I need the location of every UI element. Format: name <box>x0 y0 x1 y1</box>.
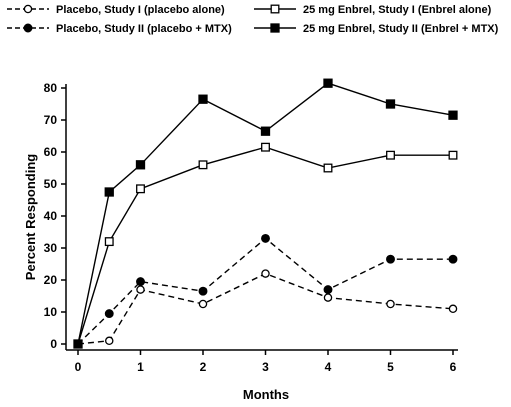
legend-marker <box>270 23 280 33</box>
legend-marker <box>270 4 280 14</box>
data-point <box>104 309 114 319</box>
data-point <box>73 339 83 349</box>
y-tick-label: 80 <box>44 81 58 95</box>
data-point <box>386 254 395 264</box>
x-tick-label: 4 <box>325 360 332 374</box>
y-tick-label: 20 <box>44 273 58 287</box>
series-2 <box>73 233 458 349</box>
data-point <box>261 269 270 278</box>
series-line-3 <box>77 146 453 345</box>
legend-label: 25 mg Enbrel, Study II (Enbrel + MTX) <box>303 23 499 35</box>
y-tick-label: 60 <box>44 145 58 159</box>
series-3 <box>73 142 458 349</box>
data-point <box>385 99 396 109</box>
axes <box>65 84 458 351</box>
x-tick-label: 5 <box>387 360 394 374</box>
y-tick-label: 50 <box>44 177 58 191</box>
series-line-2 <box>77 237 453 345</box>
data-point <box>198 160 208 170</box>
series-layer <box>73 78 458 349</box>
y-axis-label: Percent Responding <box>23 154 38 280</box>
data-point <box>198 286 208 296</box>
y-tick-label: 40 <box>44 209 58 223</box>
x-tick-label: 2 <box>200 360 207 374</box>
data-point <box>104 187 114 197</box>
x-axis-ticks: 0 1 2 3 4 5 6 <box>75 350 457 374</box>
series-1 <box>73 269 458 349</box>
data-point <box>448 150 458 160</box>
legend-item-4: 25 mg Enbrel, Study II (Enbrel + MTX) <box>254 23 499 35</box>
legend-marker <box>23 23 33 33</box>
data-point <box>198 299 208 309</box>
x-tick-label: 3 <box>262 360 269 374</box>
legend-label: Placebo, Study II (placebo + MTX) <box>56 23 232 35</box>
y-tick-label: 70 <box>44 113 58 127</box>
legend-marker <box>23 4 33 14</box>
legend-item-3: 25 mg Enbrel, Study I (Enbrel alone) <box>254 4 492 16</box>
data-point <box>448 304 458 314</box>
legend-label: Placebo, Study I (placebo alone) <box>56 4 225 16</box>
y-tick-label: 10 <box>44 305 58 319</box>
data-point <box>323 78 333 88</box>
series-4 <box>73 78 458 349</box>
y-tick-label: 30 <box>44 241 58 255</box>
series-line-4 <box>77 82 454 345</box>
data-point <box>323 293 333 302</box>
y-axis-ticks: 0 10 20 30 40 50 60 70 80 <box>44 81 66 351</box>
x-tick-label: 0 <box>75 360 82 374</box>
legend: Placebo, Study I (placebo alone) Placebo,… <box>7 4 499 35</box>
data-point <box>136 184 145 194</box>
data-point <box>323 285 333 295</box>
data-point <box>136 285 145 294</box>
data-point <box>261 142 270 152</box>
x-tick-label: 6 <box>450 360 457 374</box>
legend-item-2: Placebo, Study II (placebo + MTX) <box>7 23 232 35</box>
data-point <box>386 299 395 309</box>
data-point <box>260 126 271 136</box>
data-point <box>448 110 458 120</box>
data-point <box>386 150 395 160</box>
data-point <box>448 254 458 264</box>
data-point <box>261 233 270 243</box>
x-tick-label: 1 <box>137 360 144 374</box>
data-point <box>198 94 208 104</box>
data-point <box>105 336 114 346</box>
y-tick-label: 0 <box>50 337 57 351</box>
data-point <box>104 237 114 247</box>
legend-label: 25 mg Enbrel, Study I (Enbrel alone) <box>303 4 492 16</box>
series-line-1 <box>77 272 454 345</box>
data-point <box>136 277 145 287</box>
data-point <box>135 160 146 170</box>
legend-item-1: Placebo, Study I (placebo alone) <box>7 4 225 16</box>
x-axis-label: Months <box>243 387 289 402</box>
data-point <box>323 163 333 173</box>
